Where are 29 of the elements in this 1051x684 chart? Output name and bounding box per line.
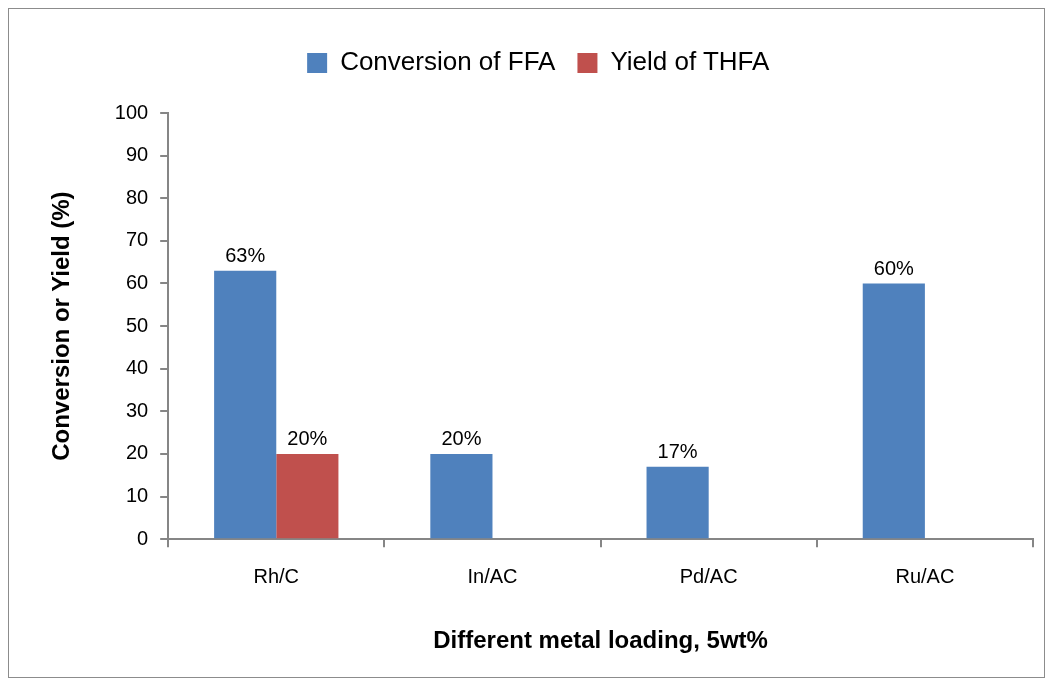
y-tick-label: 80 — [125, 185, 149, 208]
y-axis-title: Conversion or Yield (%) — [47, 191, 75, 461]
bar — [214, 270, 277, 539]
x-axis-title: Different metal loading, 5wt% — [433, 626, 768, 654]
data-label: 20% — [287, 427, 328, 450]
data-label: 20% — [441, 427, 482, 450]
bar — [862, 283, 925, 539]
legend-label: Yield of THFA — [610, 46, 771, 77]
y-tick-label: 90 — [125, 143, 149, 166]
bar — [430, 453, 493, 539]
y-tick-label: 40 — [125, 356, 149, 379]
y-tick-label: 50 — [125, 313, 149, 336]
data-label: 63% — [225, 244, 266, 267]
y-tick-label: 10 — [125, 484, 149, 507]
x-tick-label: Pd/AC — [679, 564, 738, 587]
x-tick-label: Ru/AC — [895, 564, 955, 587]
bar — [276, 453, 339, 539]
bar — [646, 466, 709, 539]
y-tick-label: 20 — [125, 441, 149, 464]
y-tick-label: 60 — [125, 271, 149, 293]
y-tick-label: 70 — [125, 228, 149, 251]
y-tick-label: 30 — [125, 398, 149, 421]
data-label: 60% — [873, 257, 915, 279]
data-label: 17% — [657, 440, 698, 463]
legend-label: Conversion of FFA — [340, 46, 557, 77]
y-tick-label: 0 — [137, 526, 149, 549]
x-tick-label: In/AC — [467, 564, 518, 587]
y-tick-label: 100 — [114, 100, 149, 123]
x-tick-label: Rh/C — [253, 564, 300, 587]
